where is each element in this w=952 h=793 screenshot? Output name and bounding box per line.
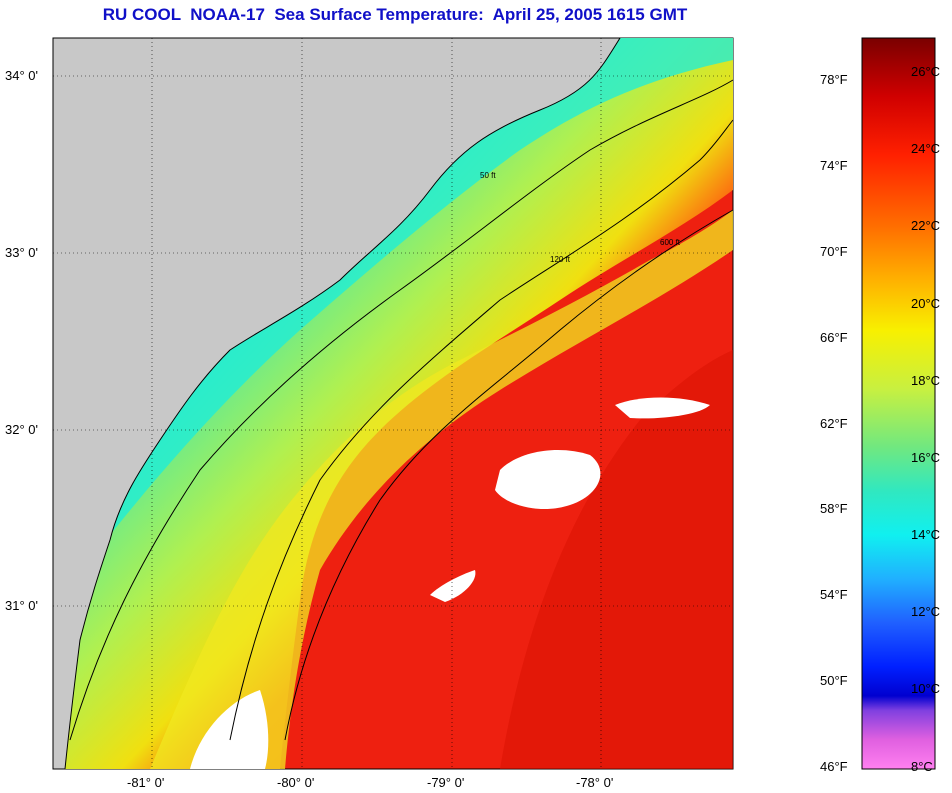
colorbar-label-f: 54°F <box>820 587 848 602</box>
yellow-band <box>150 210 733 769</box>
lat-tick-34: 34° 0' <box>5 68 38 83</box>
contour-50ft <box>69 79 734 741</box>
colorbar-label-f: 70°F <box>820 244 848 259</box>
lon-tick-79: -79° 0' <box>427 775 464 790</box>
colorbar-gradient <box>861 37 936 770</box>
lon-tick-81: -81° 0' <box>127 775 164 790</box>
contour-label-600: 600 ft <box>660 238 681 247</box>
lat-tick-31: 31° 0' <box>5 598 38 613</box>
map-title: RU COOL NOAA-17 Sea Surface Temperature:… <box>102 5 688 24</box>
colorbar-label-f: 74°F <box>820 158 848 173</box>
colorbar-label-f: 50°F <box>820 673 848 688</box>
colorbar-label-c: 24°C <box>911 141 940 156</box>
colorbar-label-c: 14°C <box>911 527 940 542</box>
graticule <box>53 38 733 769</box>
colorbar-label-c: 8°C <box>911 759 933 774</box>
colorbar-label-f: 66°F <box>820 330 848 345</box>
contour-600ft <box>284 209 734 741</box>
land <box>52 37 621 770</box>
colorbar-label-c: 18°C <box>911 373 940 388</box>
lat-tick-33: 33° 0' <box>5 245 38 260</box>
cloud-3 <box>615 397 710 419</box>
lon-tick-78: -78° 0' <box>576 775 613 790</box>
colorbar-label-f: 78°F <box>820 72 848 87</box>
colorbar-label-f: 58°F <box>820 501 848 516</box>
colorbar-label-c: 26°C <box>911 64 940 79</box>
contour-label-50: 50 ft <box>480 171 496 180</box>
lon-tick-80: -80° 0' <box>277 775 314 790</box>
lat-tick-32: 32° 0' <box>5 422 38 437</box>
colorbar-label-c: 22°C <box>911 218 940 233</box>
contour-120ft <box>229 119 734 741</box>
cloud-4 <box>190 690 269 769</box>
contour-label-120: 120 ft <box>550 255 571 264</box>
cloud-2 <box>430 570 476 602</box>
gulf-stream <box>500 350 733 769</box>
cloud-1 <box>495 450 601 510</box>
colorbar-label-f: 62°F <box>820 416 848 431</box>
colorbar-label-c: 12°C <box>911 604 940 619</box>
colorbar-label-f: 46°F <box>820 759 848 774</box>
colorbar-label-c: 20°C <box>911 296 940 311</box>
colorbar-label-c: 16°C <box>911 450 940 465</box>
colorbar-labels: 78°F 74°F 70°F 66°F 62°F 58°F 54°F 50°F 46°F 26°C… <box>820 64 940 774</box>
colorbar-label-c: 10°C <box>911 681 940 696</box>
